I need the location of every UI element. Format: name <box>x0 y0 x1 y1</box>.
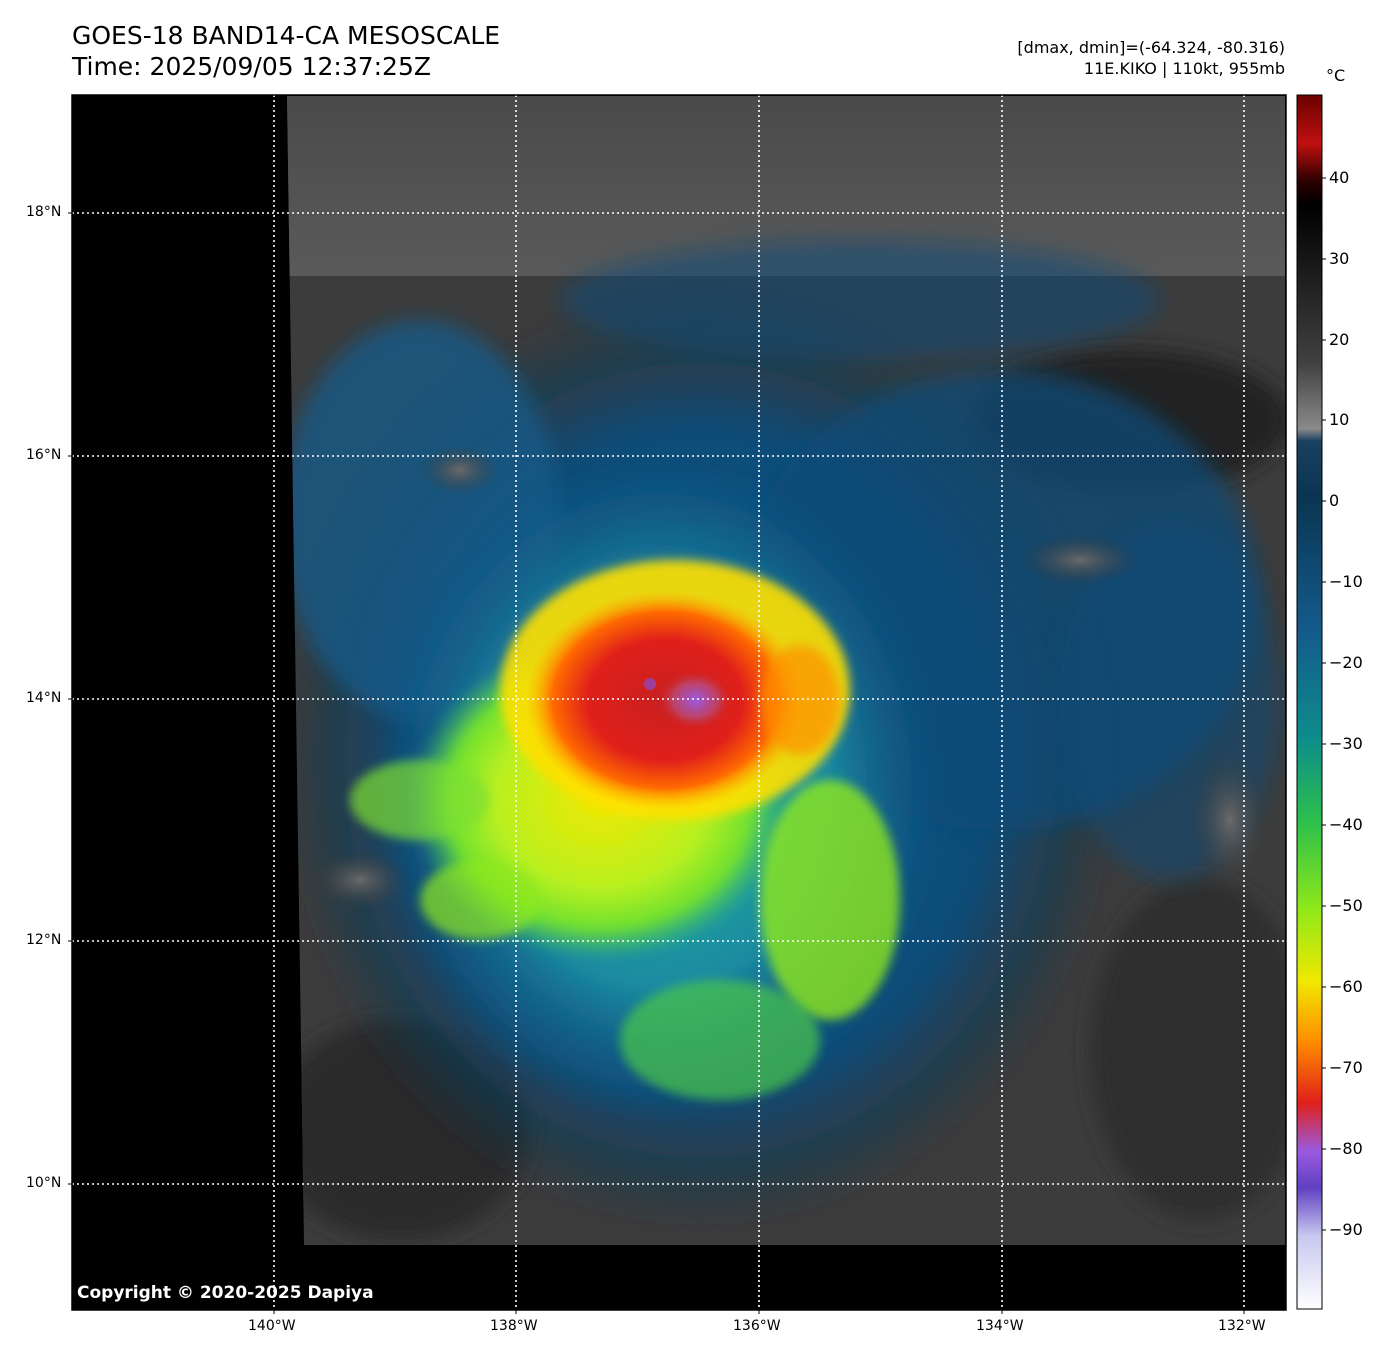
colorbar-label-minus-20: −20 <box>1329 653 1363 672</box>
copyright-notice: Copyright © 2020-2025 Dapiya <box>77 1283 374 1303</box>
lon-label-132w: 132°W <box>1218 1318 1266 1334</box>
colorbar-label-30: 30 <box>1329 249 1350 268</box>
colorbar-label-20: 20 <box>1329 330 1350 349</box>
lon-label-140w: 140°W <box>248 1318 296 1334</box>
lon-label-134w: 134°W <box>976 1318 1024 1334</box>
temperature-range-label: [dmax, dmin]=(-64.324, -80.316) <box>1017 38 1285 57</box>
colorbar-ticks <box>1322 177 1326 1231</box>
colorbar-unit-label: °C <box>1326 66 1346 85</box>
colorbar-label-minus-40: −40 <box>1329 815 1363 834</box>
lat-label-10n: 10°N <box>26 1175 62 1191</box>
colorbar-label-minus-30: −30 <box>1329 734 1363 753</box>
lat-label-18n: 18°N <box>26 204 62 220</box>
colorbar-label-10: 10 <box>1329 410 1350 429</box>
lat-label-16n: 16°N <box>26 447 62 463</box>
image-timestamp: Time: 2025/09/05 12:37:25Z <box>72 52 431 81</box>
colorbar-label-minus-50: −50 <box>1329 896 1363 915</box>
map-border <box>71 94 1287 1311</box>
colorbar-label-minus-90: −90 <box>1329 1220 1363 1239</box>
lat-label-14n: 14°N <box>26 690 62 706</box>
colorbar-label-0: 0 <box>1329 491 1340 510</box>
colorbar <box>1296 94 1323 1310</box>
colorbar-label-minus-80: −80 <box>1329 1139 1363 1158</box>
storm-info-label: 11E.KIKO | 110kt, 955mb <box>1083 59 1285 78</box>
colorbar-label-minus-60: −60 <box>1329 977 1363 996</box>
colorbar-label-40: 40 <box>1329 168 1350 187</box>
axis-ticks <box>68 212 1245 1314</box>
lat-label-12n: 12°N <box>26 932 62 948</box>
lon-label-136w: 136°W <box>733 1318 781 1334</box>
satellite-imagery <box>287 96 1285 1245</box>
lon-label-138w: 138°W <box>490 1318 538 1334</box>
image-title: GOES-18 BAND14-CA MESOSCALE <box>72 21 501 50</box>
colorbar-label-minus-10: −10 <box>1329 572 1363 591</box>
colorbar-label-minus-70: −70 <box>1329 1058 1363 1077</box>
graticule <box>72 95 1285 1310</box>
